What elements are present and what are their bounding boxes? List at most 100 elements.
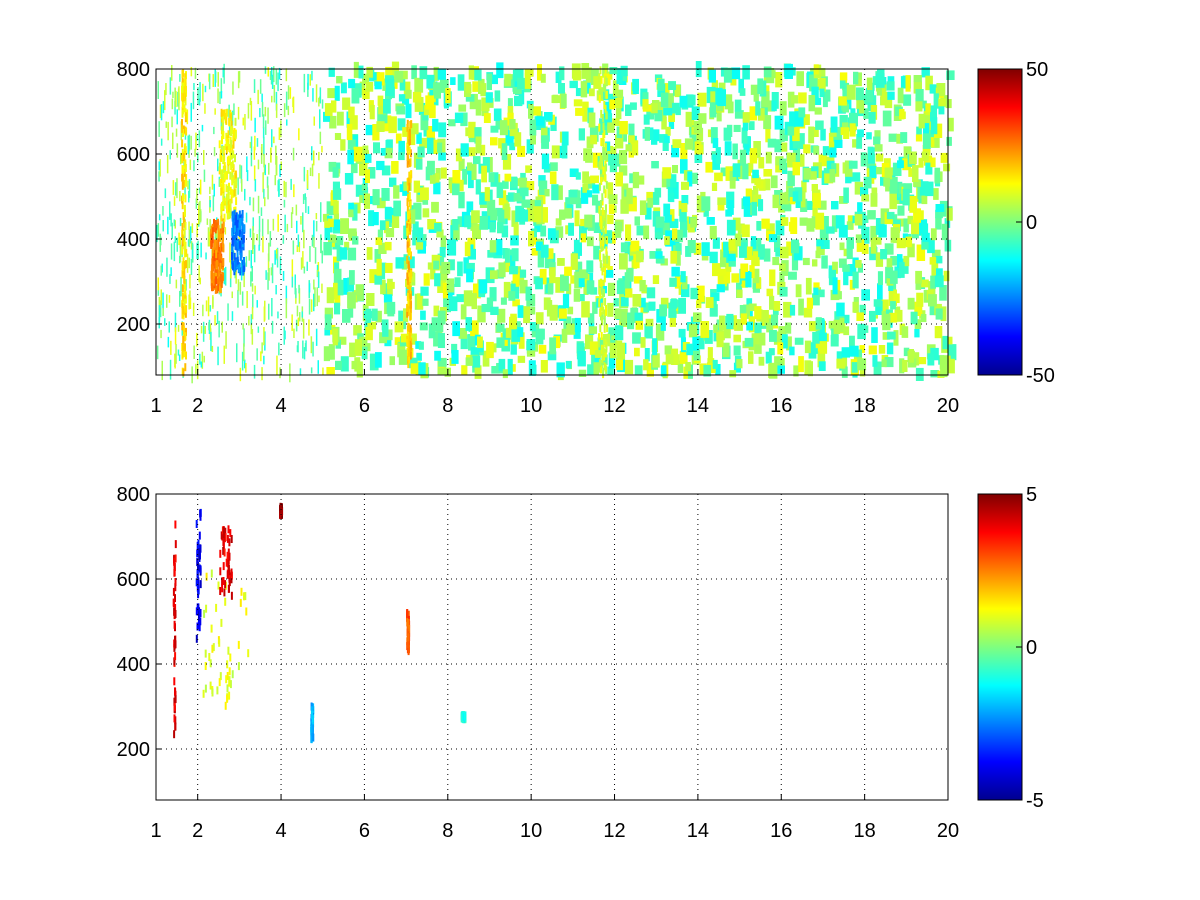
top-heatmap-speck xyxy=(860,152,867,167)
top-heatmap-speck xyxy=(256,348,258,361)
top-heatmap-speck xyxy=(334,133,342,140)
top-heatmap-speck xyxy=(415,341,422,349)
top-heatmap-speck xyxy=(213,147,216,157)
top-heatmap-speck xyxy=(262,127,265,139)
top-heatmap-speck xyxy=(640,337,646,348)
top-heatmap-speck xyxy=(636,225,646,236)
top-heatmap-speck xyxy=(810,126,819,137)
top-heatmap-speck xyxy=(254,285,256,295)
top-heatmap-speck xyxy=(775,72,783,88)
top-heatmap-speck xyxy=(655,323,665,341)
bottom-heatmap-feature-cell xyxy=(237,662,240,671)
top-heatmap-feature-cell xyxy=(604,104,607,113)
top-heatmap-speck xyxy=(387,281,395,289)
top-heatmap-speck xyxy=(933,188,939,200)
top-heatmap-speck xyxy=(194,67,197,79)
top-heatmap-feature-cell xyxy=(605,251,608,260)
top-heatmap-speck xyxy=(422,208,430,218)
top-heatmap-speck xyxy=(382,283,391,295)
top-heatmap-speck xyxy=(416,132,422,144)
top-heatmap-speck xyxy=(859,368,866,377)
top-heatmap-speck xyxy=(931,117,938,135)
top-heatmap-speck xyxy=(319,109,321,129)
top-heatmap-speck xyxy=(505,327,513,338)
bottom-heatmap-feature-cell xyxy=(228,691,231,700)
top-heatmap-speck xyxy=(534,200,542,209)
top-axes-frame xyxy=(155,68,949,376)
top-heatmap-speck xyxy=(766,288,774,297)
top-heatmap-speck xyxy=(679,95,688,108)
top-heatmap-speck xyxy=(156,345,159,360)
top-heatmap-speck xyxy=(180,276,182,297)
top-heatmap-speck xyxy=(578,128,585,141)
top-heatmap-speck xyxy=(296,305,299,317)
top-heatmap-feature-cell xyxy=(183,303,186,312)
top-heatmap-speck xyxy=(477,305,486,323)
top-heatmap-speck xyxy=(856,349,862,358)
top-heatmap-speck xyxy=(348,78,356,89)
top-heatmap-feature-cell xyxy=(217,238,220,247)
top-heatmap-speck xyxy=(573,239,580,253)
top-heatmap-speck xyxy=(419,322,428,331)
top-heatmap-speck xyxy=(294,274,296,285)
top-heatmap-speck xyxy=(164,188,167,199)
top-heatmap-feature-cell xyxy=(217,225,220,234)
top-heatmap-feature-cell xyxy=(406,227,409,236)
bottom-heatmap-feature-cell xyxy=(205,604,208,613)
y-tick-label: 600 xyxy=(117,144,150,166)
top-heatmap-speck xyxy=(487,213,496,230)
top-heatmap-speck xyxy=(275,91,278,111)
top-heatmap-speck xyxy=(774,115,784,130)
top-heatmap-feature-cell xyxy=(222,244,225,253)
bottom-heatmap-feature-cell xyxy=(219,567,222,576)
y-tick-label: 600 xyxy=(117,569,150,591)
top-heatmap-feature-cell xyxy=(182,335,185,344)
top-heatmap-speck xyxy=(385,228,395,238)
top-heatmap-speck xyxy=(616,359,624,371)
top-heatmap-speck xyxy=(808,126,815,144)
top-heatmap-speck xyxy=(625,104,632,116)
top-heatmap-feature-cell xyxy=(214,220,217,228)
top-heatmap-feature-cell xyxy=(236,219,239,228)
top-heatmap-speck xyxy=(779,286,788,297)
top-heatmap-speck xyxy=(199,200,201,221)
top-heatmap-speck xyxy=(309,246,311,262)
top-heatmap-speck xyxy=(886,258,893,268)
top-heatmap-speck xyxy=(645,202,652,220)
top-heatmap-feature-cell xyxy=(407,276,409,285)
top-heatmap-speck xyxy=(209,200,211,208)
top-heatmap-speck xyxy=(684,138,694,150)
top-heatmap-speck xyxy=(295,288,297,299)
top-heatmap-speck xyxy=(802,257,810,266)
top-heatmap-feature-cell xyxy=(214,264,217,273)
top-heatmap-speck xyxy=(406,132,416,146)
top-heatmap-speck xyxy=(504,248,510,263)
top-heatmap-speck xyxy=(250,271,252,287)
top-heatmap-speck xyxy=(245,256,248,267)
top-heatmap-speck xyxy=(604,230,613,244)
top-heatmap-speck xyxy=(700,321,710,338)
top-heatmap-speck xyxy=(660,365,667,377)
top-heatmap-feature-cell xyxy=(184,82,187,91)
top-heatmap-speck xyxy=(931,262,939,278)
top-heatmap-speck xyxy=(538,180,548,196)
top-heatmap-speck xyxy=(208,321,210,331)
top-heatmap-speck xyxy=(573,288,581,302)
top-heatmap-speck xyxy=(758,199,764,212)
top-heatmap-speck xyxy=(896,133,903,144)
top-heatmap-speck xyxy=(283,103,286,118)
top-heatmap-speck xyxy=(842,264,850,272)
top-heatmap-speck xyxy=(568,222,574,236)
top-heatmap-speck xyxy=(467,162,473,171)
bottom-heatmap-feature-cell xyxy=(222,546,225,555)
top-heatmap-speck xyxy=(369,104,375,120)
top-heatmap-speck xyxy=(910,311,918,325)
top-heatmap-feature-cell xyxy=(605,204,607,213)
top-heatmap-speck xyxy=(536,241,543,251)
top-heatmap-speck xyxy=(433,305,440,317)
top-heatmap-speck xyxy=(824,173,834,184)
bottom-heatmap-feature-cell xyxy=(215,603,218,612)
top-heatmap-speck xyxy=(644,126,650,141)
top-heatmap-speck xyxy=(831,163,837,174)
